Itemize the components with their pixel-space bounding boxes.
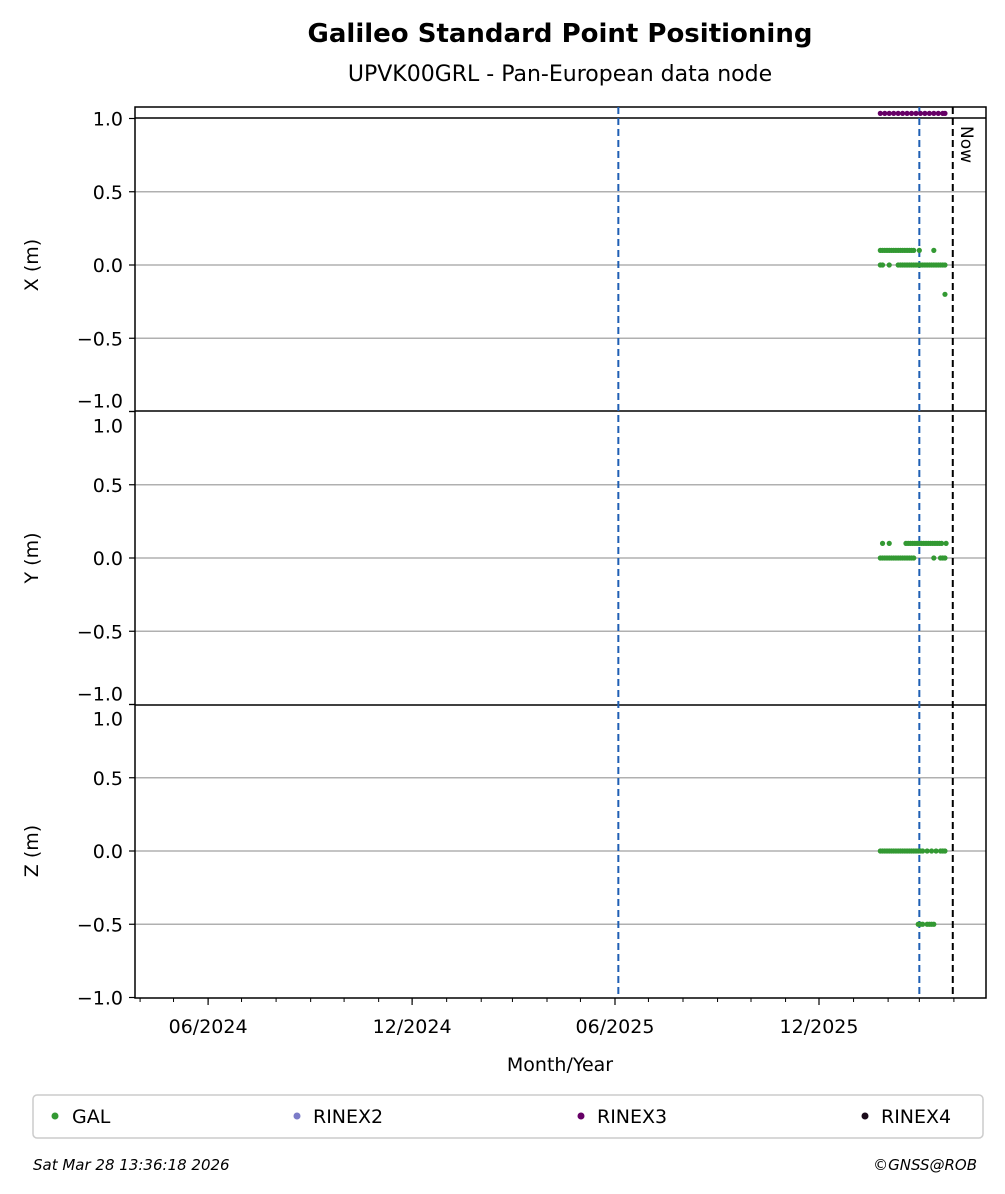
footer-timestamp: Sat Mar 28 13:36:18 2026	[33, 1156, 230, 1174]
legend-label-rinex4: RINEX4	[881, 1106, 951, 1128]
x-tick-label: 06/2024	[169, 1016, 248, 1038]
y-tick-label: 0.0	[93, 841, 123, 863]
data-point-rinex3	[904, 110, 910, 116]
data-point-gal	[942, 291, 948, 297]
data-point-rinex3	[900, 110, 906, 116]
y-tick-label: −0.5	[77, 328, 123, 350]
data-point-rinex3	[908, 110, 915, 116]
data-point-gal	[931, 921, 937, 927]
legend-marker-rinex3	[577, 1112, 585, 1120]
chart-title: Galileo Standard Point Positioning	[308, 19, 813, 49]
data-point-rinex3	[917, 110, 924, 116]
data-point-gal	[920, 848, 926, 854]
data-point-gal	[879, 262, 886, 268]
data-point-gal	[942, 848, 948, 854]
y-tick-label: 0.5	[93, 475, 123, 497]
data-point-gal	[939, 540, 945, 546]
x-tick-label: 12/2025	[780, 1016, 859, 1038]
data-point-gal	[911, 555, 917, 561]
data-point-gal	[916, 247, 922, 253]
data-point-rinex3	[882, 110, 888, 116]
y-tick-label: −0.5	[77, 914, 123, 936]
footer-credit: ©GNSS@ROB	[873, 1156, 977, 1174]
legend-box	[32, 1094, 984, 1139]
data-point-gal	[931, 555, 937, 561]
data-point-rinex3	[926, 110, 932, 116]
y-tick-label: 0.5	[93, 182, 123, 204]
data-point-gal	[924, 848, 930, 854]
y-tick-label: 1.0	[93, 709, 123, 731]
data-point-gal	[943, 540, 949, 546]
y-tick-label: 0.0	[93, 255, 123, 277]
y-tick-label: −1.0	[77, 988, 123, 1010]
data-point-gal	[879, 540, 886, 546]
y-axis-label-1: Y (m)	[21, 533, 43, 585]
data-point-rinex3	[886, 110, 892, 116]
data-point-gal	[911, 247, 917, 253]
chart-subtitle: UPVK00GRL - Pan-European data node	[348, 62, 772, 87]
data-point-gal	[942, 555, 948, 561]
data-point-rinex3	[931, 110, 937, 116]
legend-label-gal: GAL	[72, 1106, 111, 1128]
plot-area: 1.0 0.5 0.0 −0.5 −1.0 X (m) 1.0 0.5 0.0 −0.5 −1.0 Y…	[21, 106, 987, 1038]
data-point-gal	[931, 247, 937, 253]
y-tick-label: 0.5	[93, 768, 123, 790]
y-axis-label-0: X (m)	[21, 239, 43, 291]
data-point-gal	[928, 848, 935, 854]
x-tick-label: 12/2024	[373, 1016, 452, 1038]
legend-label-rinex2: RINEX2	[313, 1106, 383, 1128]
y-tick-label: −1.0	[77, 391, 123, 413]
data-point-rinex3	[913, 110, 919, 116]
y-tick-label: −0.5	[77, 621, 123, 643]
data-point-gal	[920, 921, 926, 927]
data-point-rinex3	[942, 110, 948, 116]
legend-marker-rinex4	[861, 1112, 869, 1120]
data-point-rinex3	[895, 110, 901, 116]
legend-marker-rinex2	[293, 1112, 301, 1120]
data-point-rinex3	[891, 110, 897, 116]
legend-marker-gal	[51, 1112, 59, 1120]
y-tick-label: −1.0	[77, 684, 123, 706]
data-point-gal	[886, 540, 892, 546]
data-point-rinex3	[922, 110, 928, 116]
x-tick-label: 06/2025	[576, 1016, 655, 1038]
y-tick-label: 1.0	[93, 109, 123, 131]
y-tick-label: 0.0	[93, 548, 123, 570]
data-point-gal	[886, 262, 892, 268]
data-point-rinex3	[935, 110, 941, 116]
y-tick-label: 1.0	[93, 416, 123, 438]
y-axis-label-2: Z (m)	[21, 825, 43, 877]
legend: GAL RINEX2 RINEX3 RINEX4	[32, 1094, 984, 1139]
now-label: Now	[956, 126, 976, 163]
data-point-gal	[933, 848, 939, 854]
x-axis-label: Month/Year	[507, 1054, 613, 1076]
legend-label-rinex3: RINEX3	[597, 1106, 667, 1128]
plot-frame	[134, 106, 987, 999]
data-point-rinex3	[877, 110, 883, 116]
data-point-gal	[942, 262, 948, 268]
